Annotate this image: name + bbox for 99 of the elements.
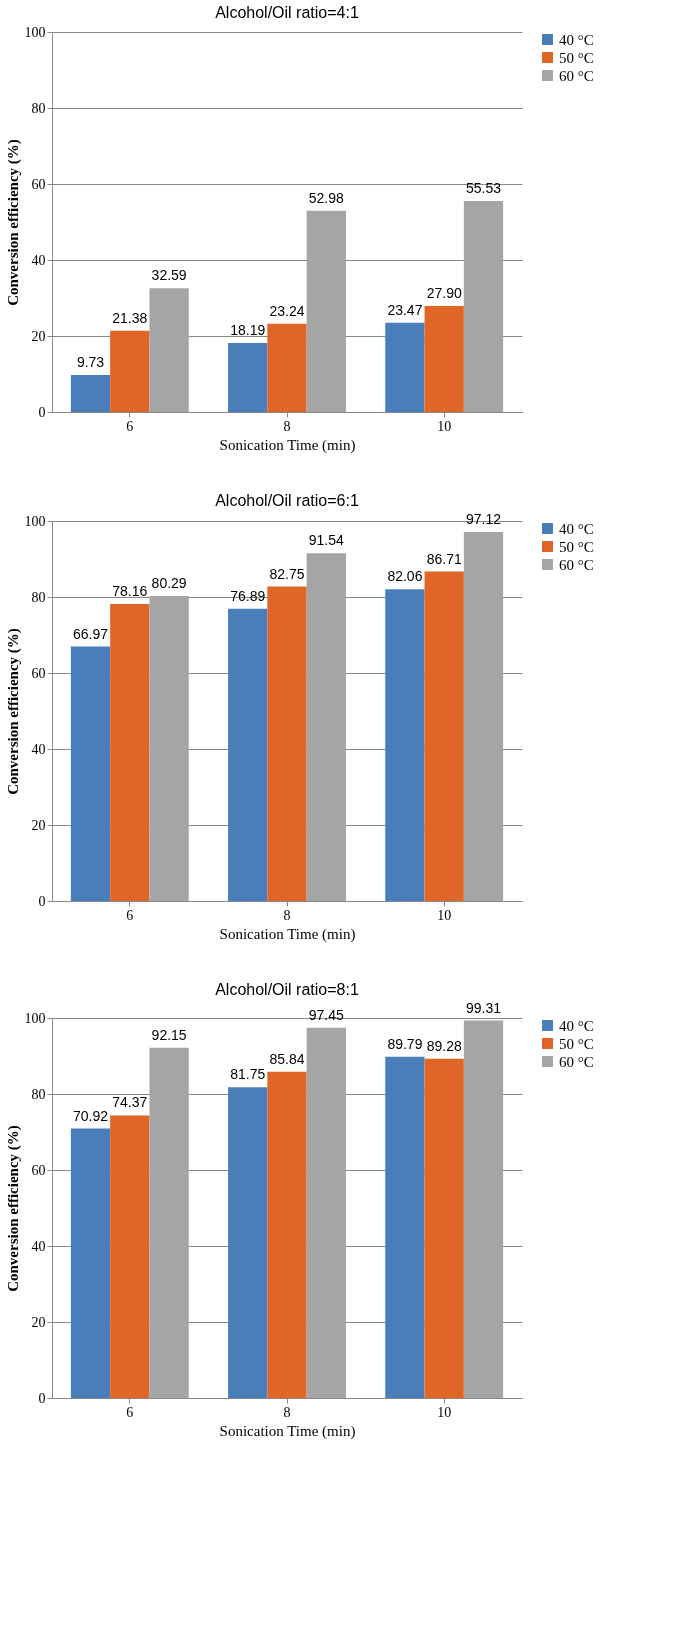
x-axis-title: Sonication Time (min) [219, 436, 356, 454]
x-axis-title: Sonication Time (min) [219, 925, 356, 943]
bar [463, 531, 504, 901]
bar [424, 1058, 464, 1398]
data-label: 55.53 [465, 179, 502, 196]
bar [267, 586, 307, 901]
legend-label: 60 °C [559, 67, 594, 84]
bar [228, 608, 268, 901]
x-tick-label: 6 [126, 1404, 134, 1420]
data-label: 9.73 [76, 354, 105, 371]
y-tick-label: 60 [31, 176, 46, 192]
x-tick-label: 8 [283, 1404, 291, 1420]
data-label: 81.75 [230, 1066, 266, 1083]
data-label: 74.37 [112, 1094, 148, 1111]
bar [463, 1020, 504, 1398]
chart-title: Alcohol/Oil ratio=8:1 [215, 980, 359, 998]
y-axis-title: Conversion efficiency (%) [4, 1125, 22, 1292]
data-label: 52.98 [308, 189, 345, 206]
data-label: 97.45 [308, 1006, 345, 1023]
y-tick-label: 20 [31, 817, 46, 833]
data-label: 66.97 [72, 625, 109, 642]
legend-label: 40 °C [559, 520, 594, 537]
y-tick-label: 100 [24, 1010, 46, 1026]
x-tick-label: 6 [126, 418, 134, 434]
bar [149, 288, 189, 412]
bar [149, 1047, 189, 1398]
bar [385, 322, 425, 412]
data-label: 18.19 [230, 321, 266, 338]
data-label: 80.29 [151, 574, 187, 591]
bar [149, 595, 189, 901]
data-label: 76.89 [230, 587, 266, 604]
data-label: 89.79 [387, 1035, 423, 1052]
data-label: 85.84 [269, 1050, 305, 1067]
chart-title: Alcohol/Oil ratio=4:1 [215, 4, 359, 21]
bar [385, 589, 425, 901]
bar [70, 646, 111, 901]
data-label: 70.92 [72, 1107, 109, 1124]
y-tick-label: 100 [24, 513, 46, 529]
data-label: 82.06 [387, 568, 423, 585]
y-axis-title: Conversion efficiency (%) [4, 139, 22, 306]
y-axis-title: Conversion efficiency (%) [4, 628, 22, 795]
legend-label: 40 °C [559, 1017, 594, 1034]
legend-label: 60 °C [559, 1053, 594, 1070]
data-label: 21.38 [112, 309, 148, 326]
legend-label: 50 °C [559, 538, 594, 555]
x-tick-label: 10 [437, 1404, 452, 1420]
legend-label: 50 °C [559, 49, 594, 66]
y-tick-label: 20 [31, 1314, 46, 1330]
data-label: 92.15 [151, 1026, 187, 1043]
data-label: 91.54 [308, 532, 345, 549]
data-label: 27.90 [426, 284, 462, 301]
bar [463, 200, 504, 412]
x-tick-label: 6 [126, 907, 134, 923]
data-label: 99.31 [465, 999, 502, 1016]
data-label: 89.28 [426, 1037, 462, 1054]
bar [70, 375, 111, 412]
y-tick-label: 60 [31, 665, 46, 681]
y-tick-label: 80 [31, 1086, 46, 1102]
y-tick-label: 40 [31, 252, 46, 268]
bar [424, 571, 464, 901]
bar [385, 1056, 425, 1398]
bar [70, 1128, 111, 1398]
x-tick-label: 10 [437, 418, 452, 434]
bar [306, 210, 346, 412]
y-tick-label: 80 [31, 100, 46, 116]
y-tick-label: 40 [31, 741, 46, 757]
y-tick-label: 80 [31, 589, 46, 605]
data-label: 32.59 [151, 267, 187, 284]
data-label: 86.71 [426, 550, 462, 567]
y-tick-label: 60 [31, 1162, 46, 1178]
bar [267, 323, 307, 412]
data-label: 23.47 [387, 301, 423, 318]
y-tick-label: 0 [38, 893, 46, 909]
x-tick-label: 10 [437, 907, 452, 923]
data-label: 78.16 [112, 582, 148, 599]
legend-label: 50 °C [559, 1035, 594, 1052]
bar [424, 305, 464, 412]
data-label: 97.12 [465, 510, 502, 527]
x-tick-label: 8 [283, 418, 291, 434]
legend-label: 60 °C [559, 556, 594, 573]
x-axis-title: Sonication Time (min) [219, 1422, 356, 1440]
data-label: 23.24 [269, 302, 305, 319]
data-label: 82.75 [269, 565, 305, 582]
legend-label: 40 °C [559, 31, 594, 48]
chart-title: Alcohol/Oil ratio=6:1 [215, 491, 359, 509]
y-tick-label: 0 [38, 1390, 46, 1406]
bar [110, 330, 150, 412]
bar [110, 603, 150, 901]
y-tick-label: 0 [38, 404, 46, 420]
bar [306, 1027, 346, 1398]
y-tick-label: 20 [31, 328, 46, 344]
bar [306, 553, 346, 901]
bar [110, 1115, 150, 1398]
bar [228, 1087, 268, 1398]
y-tick-label: 40 [31, 1238, 46, 1254]
bar [267, 1071, 307, 1398]
bar [228, 342, 268, 412]
y-tick-label: 100 [24, 24, 46, 40]
x-tick-label: 8 [283, 907, 291, 923]
